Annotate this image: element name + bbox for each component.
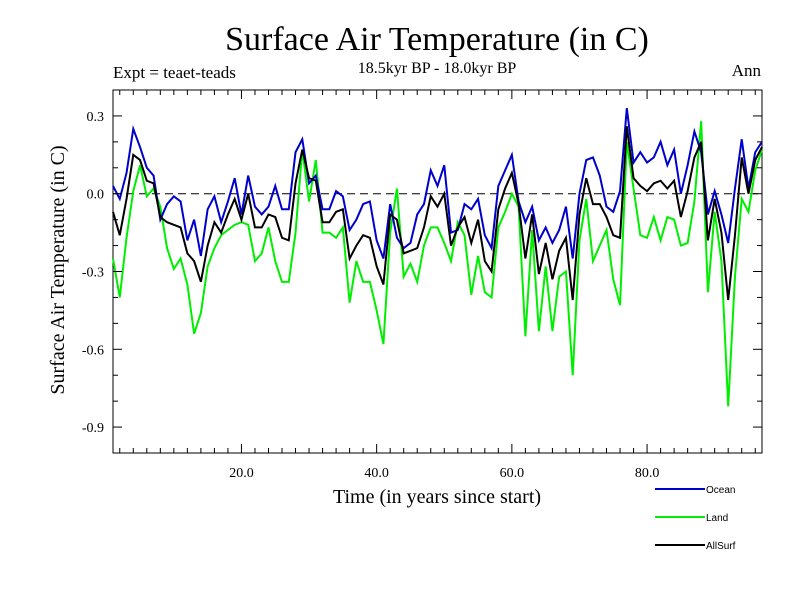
- chart-title: Surface Air Temperature (in C): [225, 21, 649, 58]
- x-axis-label: Time (in years since start): [333, 486, 541, 508]
- chart-subtitle: 18.5kyr BP - 18.0kyr BP: [358, 60, 517, 77]
- plot-frame-group: [112, 89, 763, 454]
- experiment-label: Expt = teaet-teads: [113, 63, 236, 82]
- legend-label-land: Land: [706, 513, 728, 524]
- x-tick-label: 40.0: [364, 466, 389, 481]
- y-tick-label: -0.3: [82, 266, 104, 281]
- y-axis-label: Surface Air Temperature (in C): [47, 145, 69, 394]
- plot-frame: [112, 89, 763, 454]
- x-tick-label: 60.0: [500, 466, 525, 481]
- legend-label-ocean: Ocean: [706, 485, 735, 496]
- ticks-layer: 20.0 40.0 60.0 80.0 0.3 0.0 -0.3 -0.6 -0.9: [82, 89, 762, 481]
- y-tick-label: -0.6: [82, 343, 104, 358]
- series-layer: [112, 108, 763, 407]
- series-line-ocean: [112, 108, 763, 259]
- x-tick-label: 80.0: [635, 466, 660, 481]
- legend-label-allsurf: AllSurf: [706, 541, 736, 552]
- y-tick-label: 0.3: [87, 110, 105, 125]
- series-line-allsurf: [112, 126, 763, 301]
- legend: Ocean Land AllSurf: [655, 485, 736, 552]
- y-tick-label: 0.0: [87, 188, 105, 203]
- x-tick-label: 20.0: [229, 466, 254, 481]
- y-tick-label: -0.9: [82, 421, 104, 436]
- season-label: Ann: [732, 61, 762, 80]
- series-line-land: [112, 121, 763, 407]
